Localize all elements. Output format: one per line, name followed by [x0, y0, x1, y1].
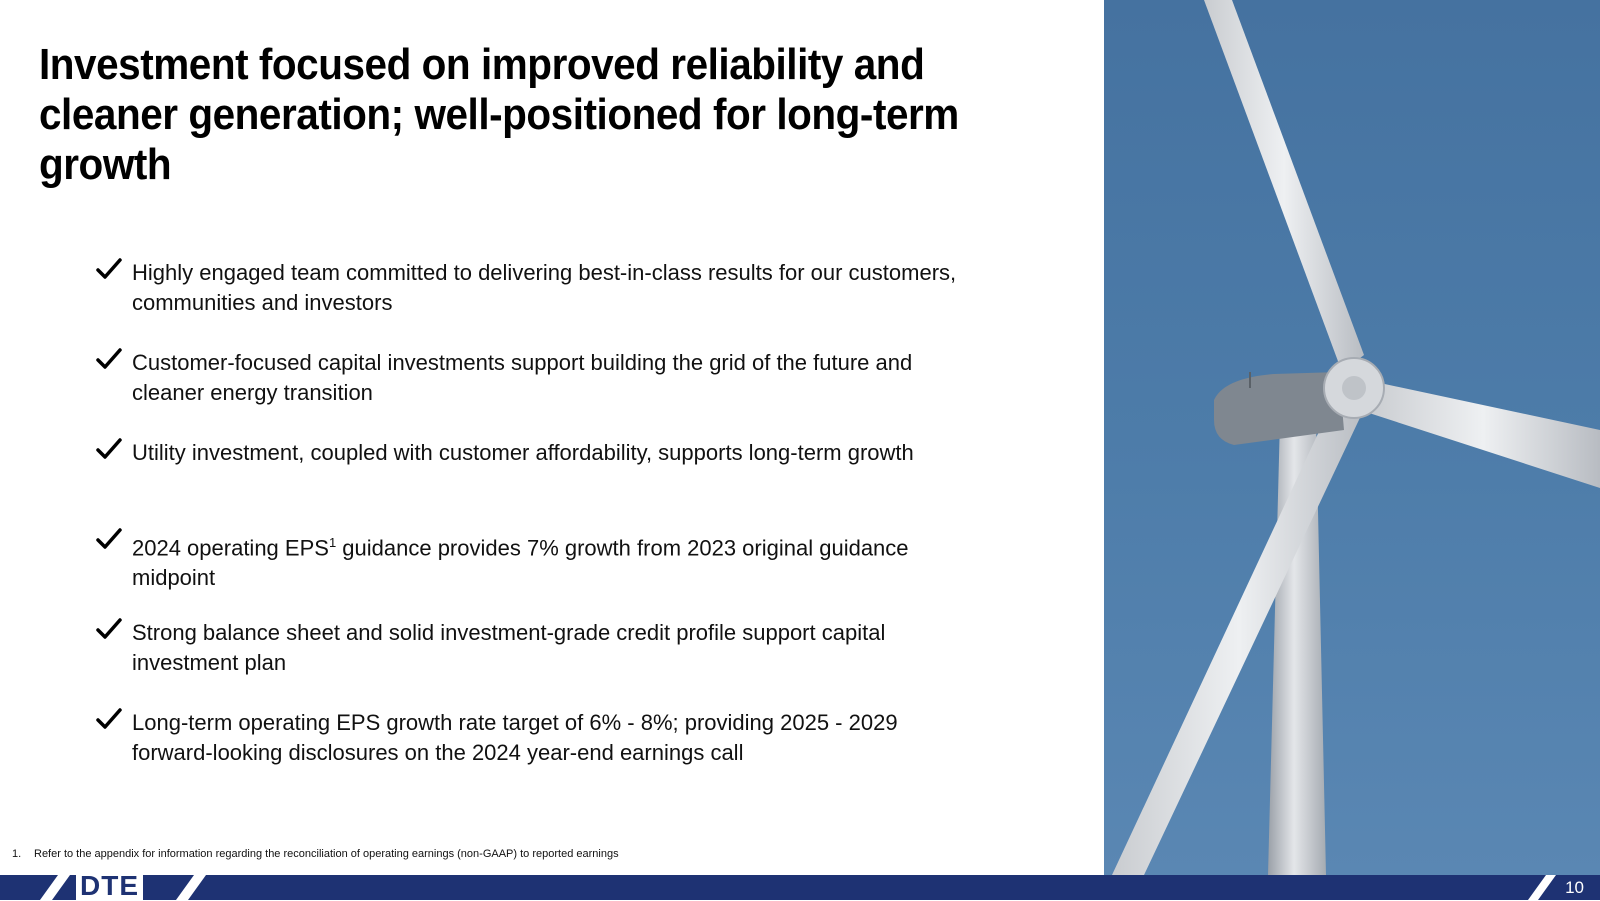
- footer-bar: [0, 875, 1600, 900]
- footer-stripes: [40, 875, 1556, 900]
- checkmark-icon: [96, 618, 122, 639]
- page-number: 10: [1565, 878, 1584, 897]
- wind-turbine-illustration: [1112, 0, 1600, 875]
- bullet-text: 2024 operating EPS1 guidance provides 7%…: [132, 528, 976, 593]
- bullet-item: Highly engaged team committed to deliver…: [96, 258, 976, 348]
- bullet-list: Highly engaged team committed to deliver…: [96, 258, 976, 798]
- bullet-text: Long-term operating EPS growth rate targ…: [132, 710, 898, 765]
- blade-right: [1366, 380, 1600, 488]
- blade-lower: [1112, 395, 1366, 875]
- checkmark-icon: [96, 348, 122, 369]
- bullet-text: Highly engaged team committed to deliver…: [132, 260, 957, 315]
- bullet-item: 2024 operating EPS1 guidance provides 7%…: [96, 528, 976, 618]
- checkmark-icon: [96, 528, 122, 549]
- checkmark-icon: [96, 438, 122, 459]
- footnote: 1. Refer to the appendix for information …: [12, 848, 619, 860]
- bullet-text-part: guidance provides 7% growth from 2023 or…: [132, 535, 909, 591]
- slide-title: Investment focused on improved reliabili…: [39, 40, 959, 189]
- footnote-marker: 1: [328, 535, 337, 550]
- bullet-item: Utility investment, coupled with custome…: [96, 438, 976, 528]
- dte-logo: DTE: [76, 872, 143, 900]
- bullet-text: Customer-focused capital investments sup…: [132, 350, 913, 405]
- wind-turbine-photo: [1104, 0, 1600, 875]
- checkmark-icon: [96, 708, 122, 729]
- blade-upper: [1204, 0, 1364, 372]
- bullet-item: Strong balance sheet and solid investmen…: [96, 618, 976, 708]
- bullet-text: Strong balance sheet and solid investmen…: [132, 620, 886, 675]
- footnote-text: Refer to the appendix for information re…: [34, 848, 619, 860]
- nacelle: [1214, 372, 1344, 445]
- bullet-item: Long-term operating EPS growth rate targ…: [96, 708, 976, 798]
- bullet-text-part: 2024 operating EPS: [132, 535, 329, 561]
- footnote-number: 1.: [12, 848, 22, 860]
- bullet-item: Customer-focused capital investments sup…: [96, 348, 976, 438]
- checkmark-icon: [96, 258, 122, 279]
- bullet-text: Utility investment, coupled with custome…: [132, 440, 914, 465]
